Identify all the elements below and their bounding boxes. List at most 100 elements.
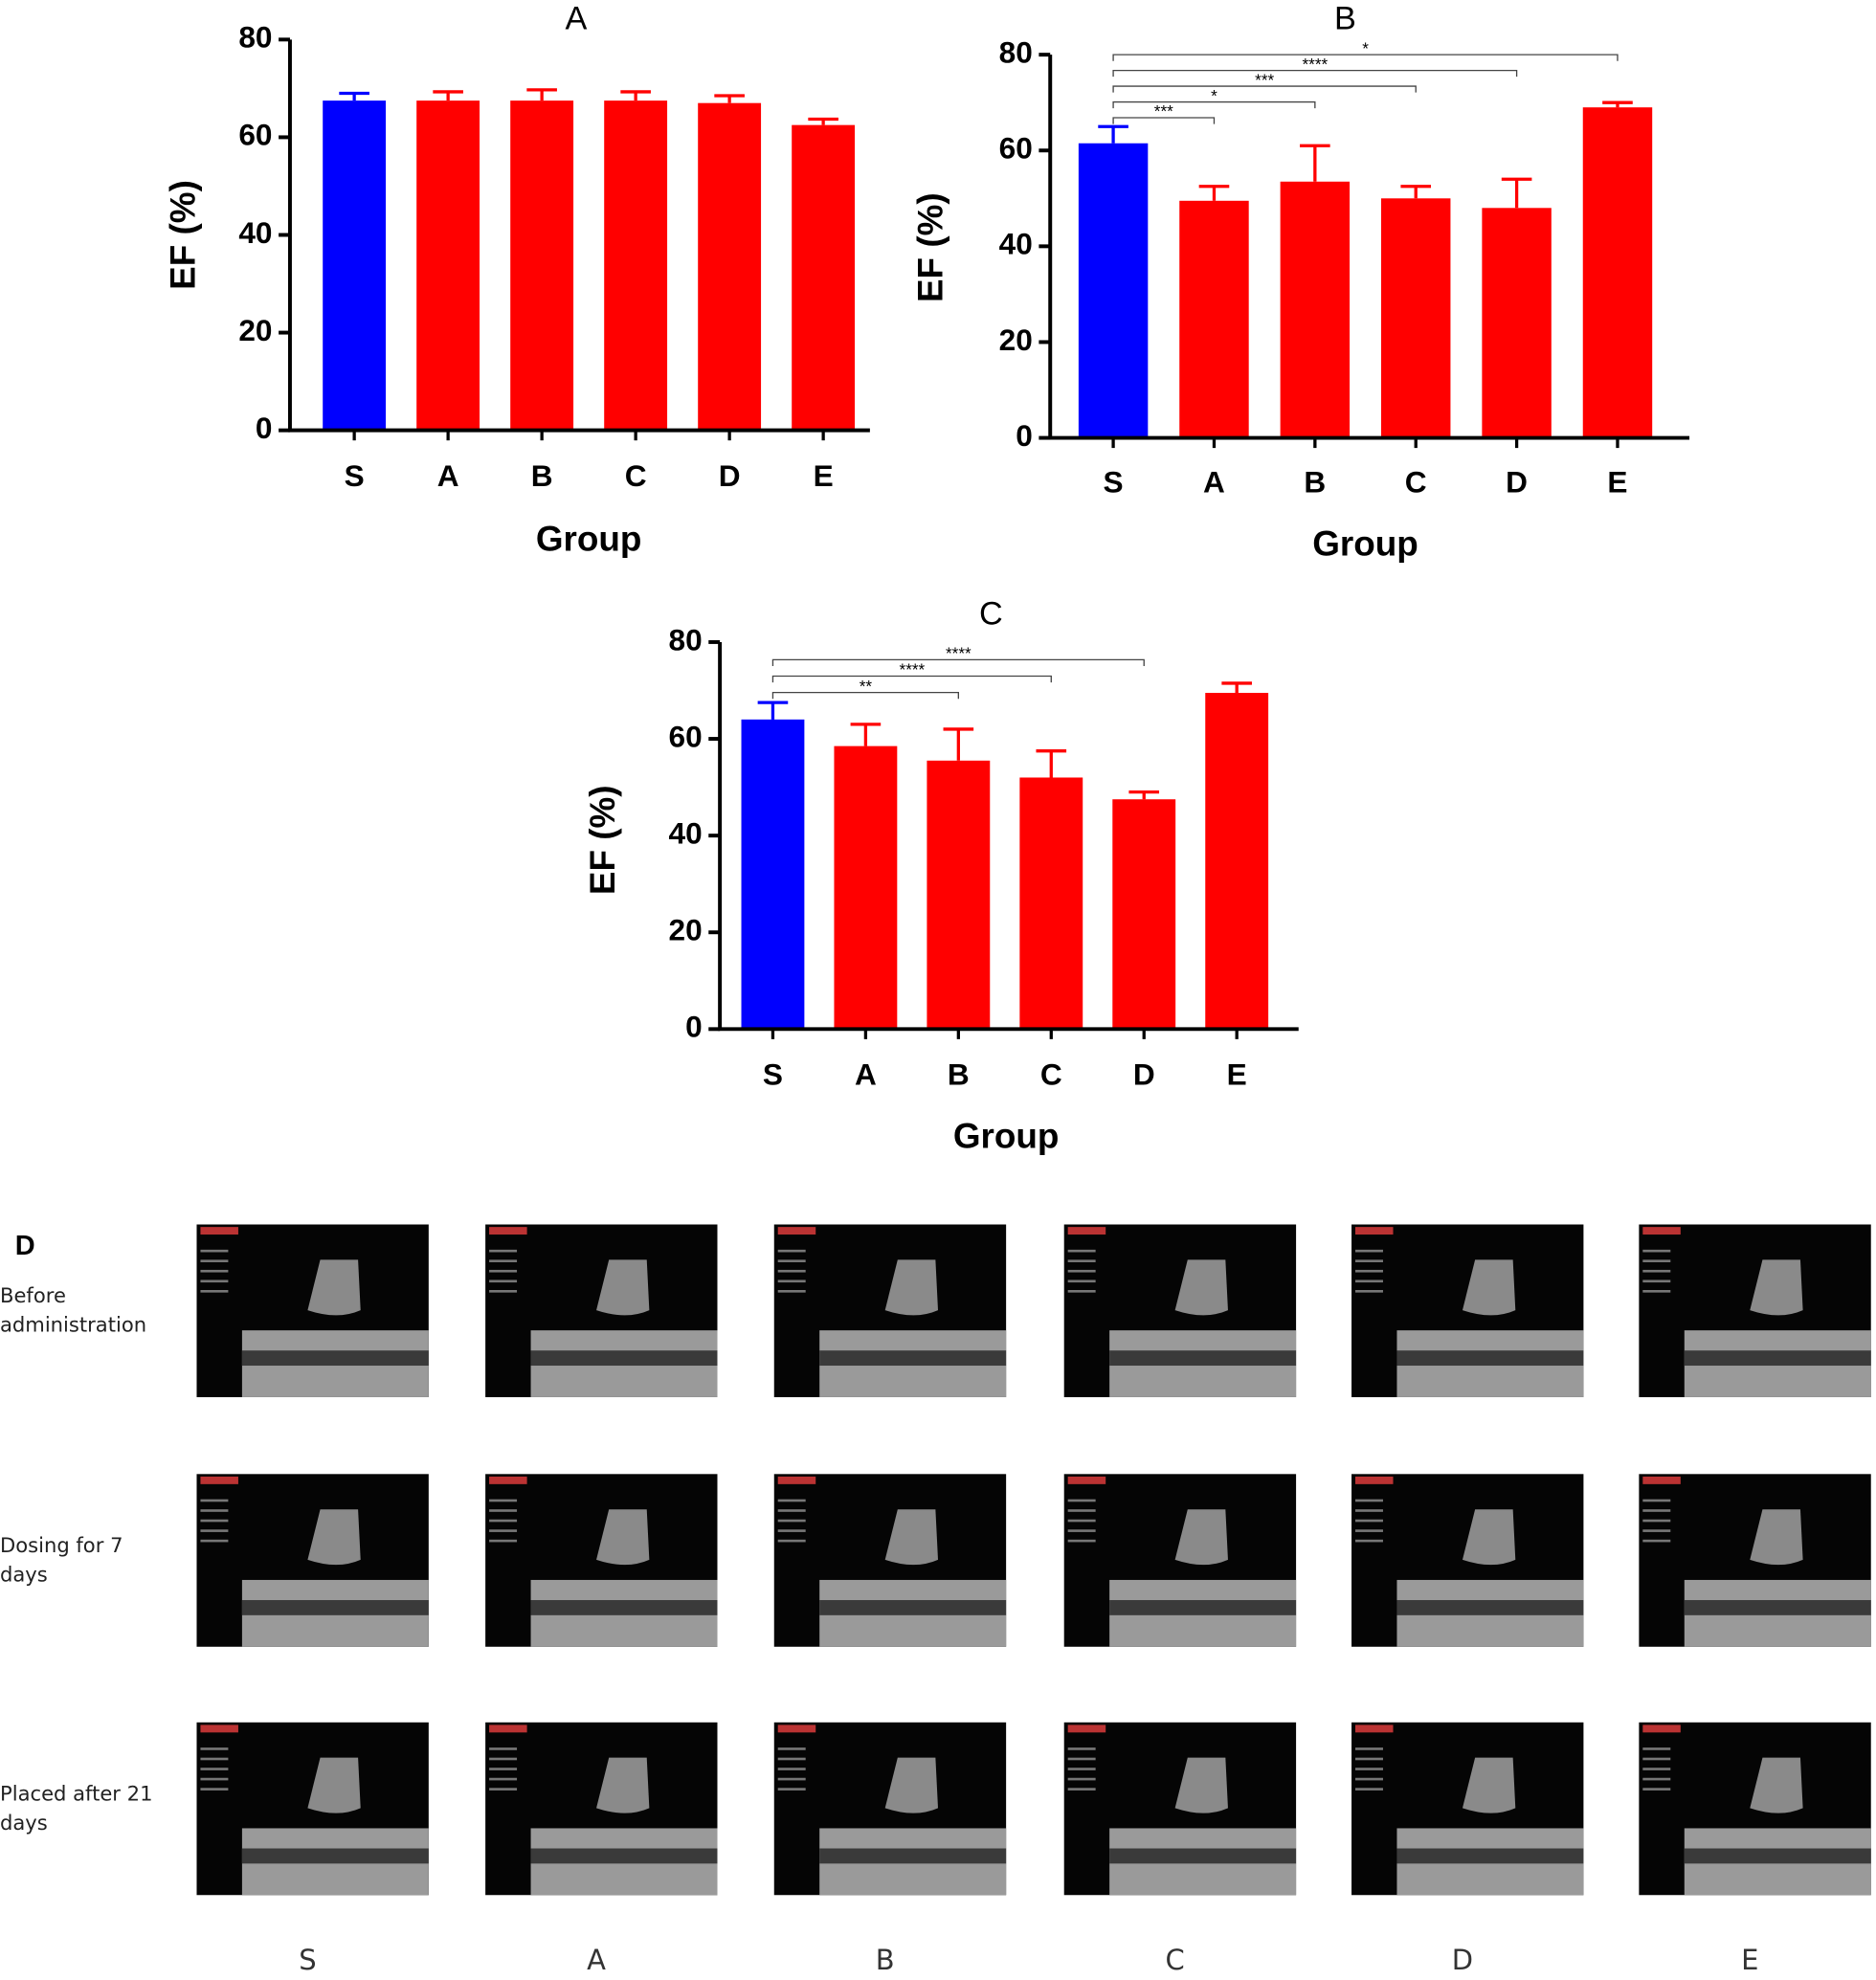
sector-scan: [884, 1509, 938, 1566]
echo-image: [1639, 1474, 1871, 1647]
text-glyphs: [1067, 1279, 1096, 1283]
significance-label: *: [1211, 87, 1217, 105]
text-glyphs: [1067, 1289, 1096, 1293]
error-bar: [1602, 100, 1633, 108]
m-mode-band: [1396, 1848, 1584, 1864]
sector-scan: [596, 1509, 650, 1566]
m-mode-band: [819, 1848, 1007, 1864]
significance-label: *: [1362, 39, 1369, 57]
panel-label: D: [15, 1231, 35, 1261]
text-glyphs: [200, 1539, 229, 1543]
sector-scan: [1174, 1259, 1228, 1316]
error-bar: [1128, 790, 1160, 800]
x-tick-label: B: [948, 1057, 970, 1092]
y-axis-label: EF (%): [163, 180, 202, 290]
sector-scan: [884, 1757, 938, 1813]
significance-bracket: [1112, 100, 1316, 109]
bar: [510, 100, 574, 431]
text-glyphs: [200, 1509, 229, 1512]
column-label: S: [299, 1944, 316, 1976]
y-tick-label: 20: [999, 323, 1033, 357]
text-glyphs: [200, 1279, 229, 1283]
error-bar: [526, 88, 557, 101]
bar: [792, 124, 856, 431]
chart-title: B: [1334, 1, 1356, 37]
x-tick-label: E: [814, 458, 834, 493]
text-glyphs: [200, 1499, 229, 1502]
text-glyphs: [1642, 1777, 1671, 1781]
text-glyphs: [1354, 1768, 1383, 1770]
text-glyphs: [1067, 1269, 1096, 1273]
logo: [1354, 1227, 1394, 1235]
logo: [1354, 1724, 1394, 1733]
text-glyphs: [1642, 1259, 1671, 1263]
text-glyphs: [200, 1259, 229, 1263]
echo-image: [1639, 1722, 1871, 1896]
text-glyphs: [489, 1499, 518, 1502]
y-axis-label: EF (%): [583, 785, 622, 895]
text-glyphs: [489, 1289, 518, 1293]
logo: [200, 1476, 238, 1484]
text-glyphs: [1642, 1539, 1671, 1543]
bar: [1019, 777, 1083, 1030]
error-bar: [943, 727, 974, 761]
text-glyphs: [1067, 1249, 1096, 1253]
echo-image: [1063, 1722, 1297, 1896]
echo-image: [196, 1722, 429, 1896]
text-glyphs: [777, 1529, 806, 1532]
echo-image: [196, 1474, 429, 1647]
sector-scan: [307, 1757, 361, 1813]
bar: [1380, 198, 1451, 438]
bar: [416, 100, 480, 431]
text-glyphs: [1354, 1289, 1383, 1293]
echo-image: [773, 1474, 1007, 1647]
y-tick-label: 40: [669, 815, 703, 850]
column-label: C: [1166, 1944, 1185, 1976]
bar: [1179, 200, 1249, 438]
text-glyphs: [489, 1768, 518, 1770]
sector-scan: [1750, 1259, 1803, 1316]
significance-bracket: [771, 691, 959, 700]
error-bar: [1221, 681, 1252, 694]
text-glyphs: [1642, 1519, 1671, 1523]
m-mode-band: [1684, 1848, 1871, 1864]
m-mode-band: [241, 1848, 429, 1864]
error-bar: [339, 91, 369, 101]
text-glyphs: [1354, 1509, 1383, 1512]
echo-image: [1351, 1722, 1584, 1896]
bar: [698, 102, 762, 431]
bar: [1205, 693, 1269, 1030]
text-glyphs: [777, 1747, 806, 1750]
text-glyphs: [1354, 1539, 1383, 1543]
x-tick-label: A: [437, 458, 459, 493]
logo: [1067, 1476, 1106, 1484]
row-label-box: Dosing for 7 days: [0, 1533, 123, 1586]
m-mode-band: [819, 1350, 1007, 1367]
text-glyphs: [777, 1289, 806, 1293]
y-tick-label: 20: [669, 913, 703, 947]
x-tick-label: S: [1104, 465, 1124, 500]
significance-label: ****: [900, 661, 926, 679]
y-tick-label: 20: [238, 313, 272, 347]
x-tick-label: C: [625, 458, 647, 493]
x-tick-label: A: [855, 1057, 877, 1092]
x-tick-label: D: [1506, 465, 1528, 500]
y-tick-label: 0: [256, 411, 273, 445]
significance-label: ****: [946, 645, 972, 663]
echo-image: [773, 1722, 1007, 1896]
text-glyphs: [1067, 1768, 1096, 1770]
text-glyphs: [1642, 1249, 1671, 1253]
text-glyphs: [1354, 1529, 1383, 1532]
text-glyphs: [1354, 1757, 1383, 1761]
x-axis-label: Group: [1312, 524, 1418, 564]
logo: [1067, 1724, 1106, 1733]
significance-bracket: [771, 658, 1145, 666]
logo: [777, 1227, 816, 1235]
text-glyphs: [200, 1757, 229, 1761]
bar: [741, 719, 805, 1030]
x-tick-label: B: [1304, 465, 1326, 500]
y-tick-label: 80: [669, 622, 703, 656]
